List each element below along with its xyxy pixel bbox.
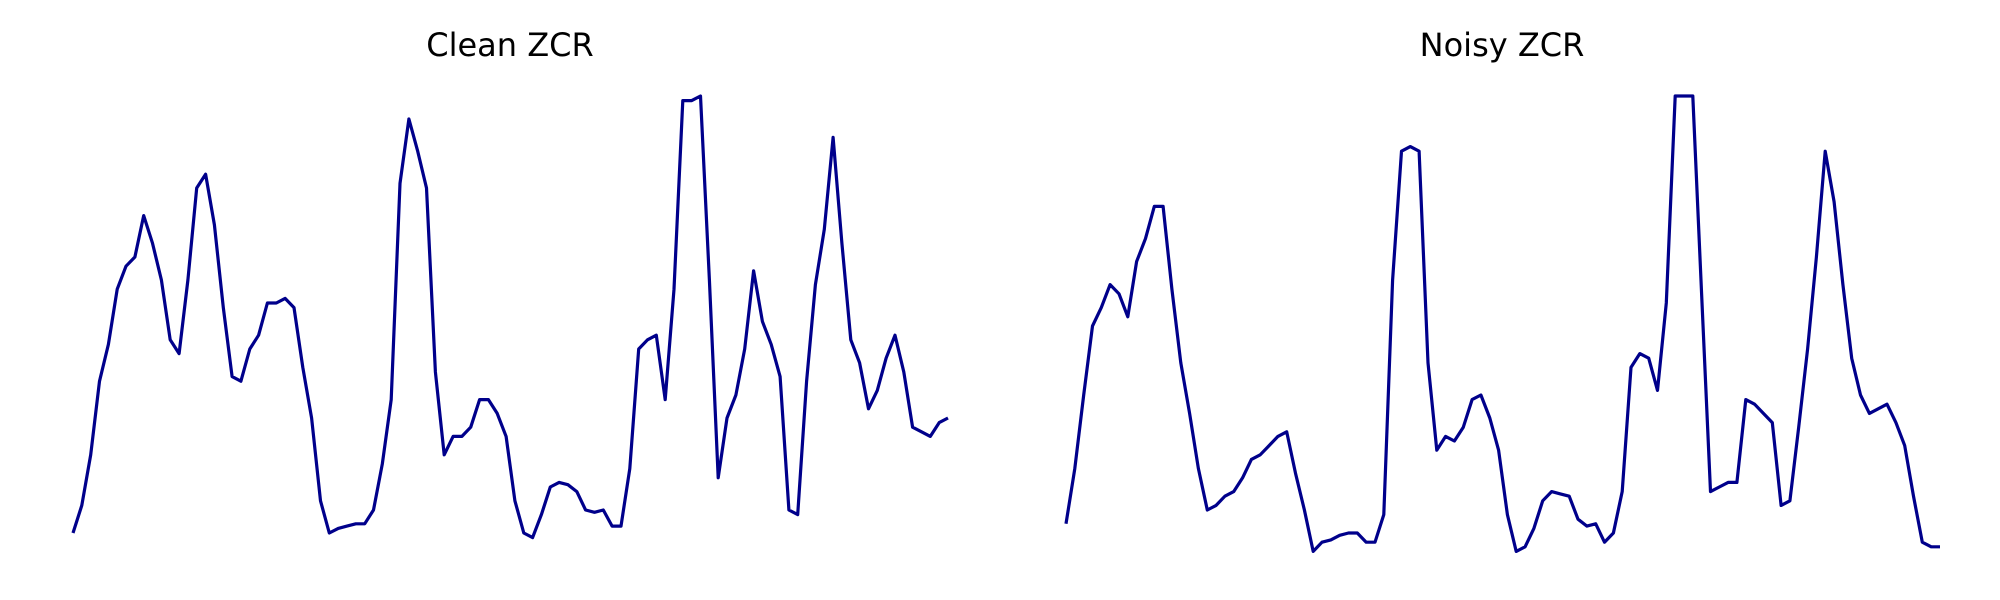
noisy-zcr-line	[1064, 94, 1940, 554]
noisy-zcr-title: Noisy ZCR	[1420, 26, 1585, 64]
clean-zcr-line	[71, 94, 949, 540]
clean-zcr-title: Clean ZCR	[426, 26, 593, 64]
noisy-zcr-panel: Noisy ZCR	[1064, 26, 1940, 554]
clean-zcr-panel: Clean ZCR	[71, 26, 949, 540]
